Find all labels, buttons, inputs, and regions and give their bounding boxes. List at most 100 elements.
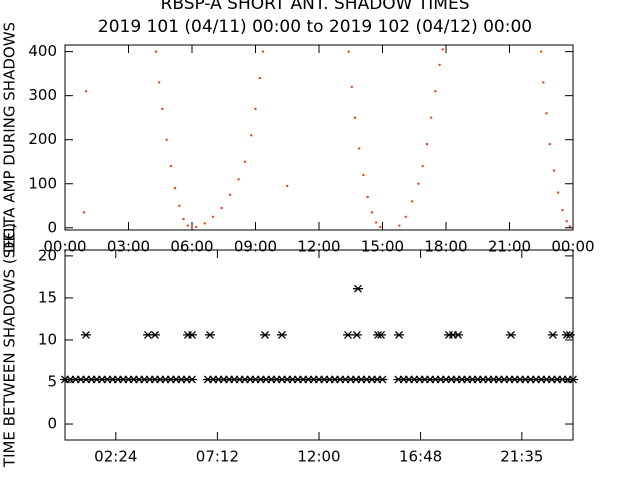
- x-tick-label: 00:00: [551, 238, 594, 256]
- data-point: [83, 211, 86, 214]
- data-point: [417, 182, 420, 185]
- data-point: [561, 209, 564, 212]
- chart-title: RBSP-A SHORT ANT. SHADOW TIMES: [161, 0, 470, 14]
- data-point: [85, 90, 88, 93]
- x-tick-label: 16:48: [399, 448, 442, 466]
- data-point: [286, 184, 289, 187]
- x-tick-label: 18:00: [424, 238, 467, 256]
- data-point: [568, 225, 571, 228]
- data-point: [404, 215, 407, 218]
- data-point: [158, 81, 161, 84]
- data-point: [434, 90, 437, 93]
- data-point: [149, 330, 160, 339]
- data-point: [237, 178, 240, 181]
- y-tick-label: 20: [38, 246, 57, 264]
- y-tick-label: 200: [28, 130, 57, 148]
- y-tick-label: 15: [38, 288, 57, 306]
- data-point: [366, 195, 369, 198]
- x-tick-label: 02:24: [94, 448, 137, 466]
- data-point: [564, 330, 575, 339]
- data-point: [411, 200, 414, 203]
- data-point: [182, 217, 185, 220]
- y-tick-label: 5: [47, 372, 57, 390]
- data-point: [358, 147, 361, 150]
- data-point: [421, 165, 424, 168]
- y-tick-label: 100: [28, 174, 57, 192]
- y-axis-label: TIME BETWEEN SHADOWS (SEC): [1, 223, 19, 468]
- data-point: [350, 85, 353, 88]
- data-point: [425, 143, 428, 146]
- x-tick-label: 06:00: [170, 238, 213, 256]
- x-tick-label: 21:00: [488, 238, 531, 256]
- data-point: [394, 330, 405, 339]
- data-point: [155, 50, 158, 53]
- x-tick-label: 12:00: [297, 448, 340, 466]
- data-point: [542, 81, 545, 84]
- data-point: [260, 330, 271, 339]
- y-tick-label: 0: [47, 415, 57, 433]
- data-point: [243, 160, 246, 163]
- data-point: [342, 330, 353, 339]
- data-point: [362, 173, 365, 176]
- data-point: [254, 107, 257, 110]
- data-point: [430, 116, 433, 119]
- data-point: [203, 222, 206, 225]
- x-tick-label: 03:00: [107, 238, 150, 256]
- data-point: [186, 224, 189, 227]
- data-point: [351, 330, 362, 339]
- x-tick-label: 12:00: [297, 238, 340, 256]
- data-point: [212, 215, 215, 218]
- data-point: [80, 330, 91, 339]
- data-point: [438, 63, 441, 66]
- plot-frame: [64, 249, 574, 441]
- data-point: [377, 375, 388, 384]
- x-tick-label: 21:35: [500, 448, 543, 466]
- data-point: [547, 330, 558, 339]
- chart-subtitle: 2019 101 (04/11) 00:00 to 2019 102 (04/1…: [98, 17, 532, 37]
- data-point: [453, 330, 464, 339]
- data-point: [276, 330, 287, 339]
- data-point: [375, 221, 378, 224]
- data-point: [352, 284, 363, 293]
- data-point: [174, 187, 177, 190]
- data-point: [545, 112, 548, 115]
- data-point: [261, 50, 264, 53]
- data-point: [540, 50, 543, 53]
- data-point: [552, 169, 555, 172]
- data-point: [557, 191, 560, 194]
- y-tick-label: 10: [38, 330, 57, 348]
- data-point: [220, 206, 223, 209]
- data-point: [353, 116, 356, 119]
- data-point: [258, 77, 261, 80]
- data-point: [548, 143, 551, 146]
- x-tick-label: 15:00: [361, 238, 404, 256]
- data-point: [370, 211, 373, 214]
- x-tick-label: 07:12: [196, 448, 239, 466]
- data-point: [505, 330, 516, 339]
- data-point: [195, 225, 198, 228]
- data-point: [204, 330, 215, 339]
- data-point: [178, 204, 181, 207]
- data-point: [376, 330, 387, 339]
- data-point: [398, 224, 401, 227]
- data-point: [379, 225, 382, 228]
- data-point: [169, 165, 172, 168]
- y-tick-label: 0: [47, 218, 57, 236]
- data-point: [187, 375, 197, 384]
- data-point: [441, 48, 444, 51]
- data-point: [347, 50, 350, 53]
- data-point: [161, 107, 164, 110]
- y-axis-label: DELTA AMP DURING SHADOWS: [1, 22, 19, 253]
- data-point: [568, 375, 578, 384]
- data-point: [229, 193, 232, 196]
- data-point: [165, 138, 168, 141]
- data-point: [565, 220, 568, 223]
- y-tick-label: 400: [28, 42, 57, 60]
- plot-frame: [64, 44, 574, 231]
- data-point: [250, 134, 253, 137]
- x-tick-label: 09:00: [234, 238, 277, 256]
- x-tick-label: 00:00: [43, 238, 86, 256]
- data-point: [187, 330, 197, 339]
- y-tick-label: 300: [28, 86, 57, 104]
